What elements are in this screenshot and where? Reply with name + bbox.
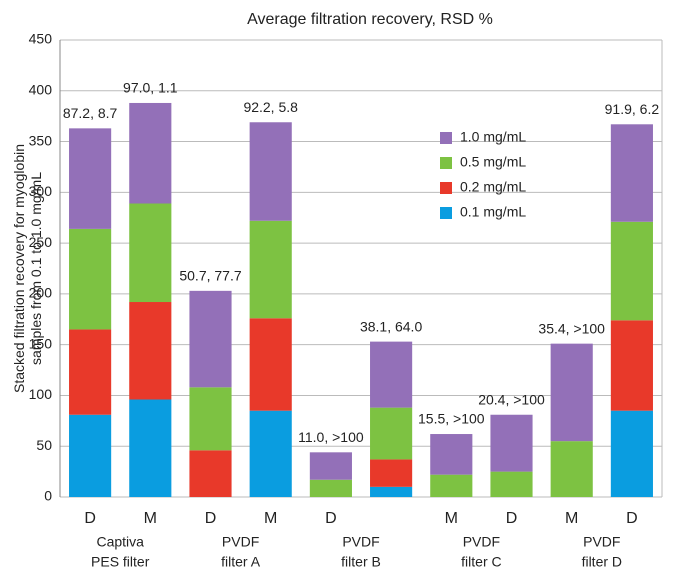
legend-label: 0.2 mg/mL — [460, 179, 526, 195]
bar-annotation: 38.1, 64.0 — [360, 318, 422, 334]
legend-swatch — [440, 207, 452, 219]
x-tick-label: D — [626, 510, 638, 527]
bar-segment — [309, 452, 352, 480]
bar-segment — [610, 124, 653, 222]
bar-segment — [309, 479, 352, 497]
group-label: PVDF — [463, 534, 500, 550]
group-label: filter D — [582, 554, 622, 570]
bar-segment — [129, 102, 172, 204]
bar-segment — [370, 486, 413, 497]
bar-segment — [129, 302, 172, 400]
bar-annotation: 50.7, 77.7 — [179, 268, 241, 284]
y-tick-label: 150 — [29, 335, 53, 351]
bar-segment — [370, 341, 413, 408]
legend-label: 0.1 mg/mL — [460, 204, 526, 220]
bar-segment — [430, 434, 473, 475]
bar-segment — [610, 221, 653, 321]
bar-segment — [249, 122, 292, 221]
x-tick-label: M — [264, 510, 277, 527]
group-label: PES filter — [91, 554, 150, 570]
group-label: Captiva — [96, 534, 144, 550]
x-tick-label: M — [445, 510, 458, 527]
y-tick-label: 450 — [29, 31, 53, 47]
y-tick-label: 200 — [29, 285, 53, 301]
legend-swatch — [440, 182, 452, 194]
bar-segment — [610, 320, 653, 411]
bar-segment — [249, 410, 292, 497]
x-tick-label: D — [205, 510, 217, 527]
x-tick-label: D — [84, 510, 96, 527]
bar-segment — [69, 329, 112, 415]
y-tick-label: 300 — [29, 183, 53, 199]
group-label: filter B — [341, 554, 381, 570]
bar-segment — [370, 459, 413, 487]
bar-segment — [69, 228, 112, 330]
bar-segment — [490, 471, 533, 497]
bar-segment — [189, 450, 232, 497]
bar-annotation: 35.4, >100 — [538, 320, 605, 336]
bar-annotation: 91.9, 6.2 — [605, 101, 660, 117]
legend-label: 0.5 mg/mL — [460, 154, 526, 170]
bar-annotation: 20.4, >100 — [478, 391, 545, 407]
y-axis-label-line: samples from 0.1 to 1.0 mg/mL — [28, 172, 44, 365]
group-label: PVDF — [222, 534, 259, 550]
bar-segment — [490, 414, 533, 472]
y-tick-label: 100 — [29, 386, 53, 402]
bar-annotation: 92.2, 5.8 — [243, 99, 298, 115]
bar-annotation: 97.0, 1.1 — [123, 80, 178, 96]
bar-segment — [249, 220, 292, 319]
group-label: PVDF — [342, 534, 379, 550]
bar-segment — [189, 387, 232, 451]
bar-annotation: 15.5, >100 — [418, 411, 485, 427]
bar-segment — [610, 410, 653, 497]
y-tick-label: 350 — [29, 132, 53, 148]
y-tick-label: 0 — [44, 488, 52, 504]
y-axis-label: Stacked filtration recovery for myoglobi… — [11, 144, 44, 393]
bar-segment — [189, 290, 232, 388]
group-label: PVDF — [583, 534, 620, 550]
bar-annotation: 11.0, >100 — [298, 429, 364, 445]
group-label: filter C — [461, 554, 501, 570]
bar-segment — [550, 343, 593, 442]
y-axis-label-line: Stacked filtration recovery for myoglobi… — [11, 144, 27, 393]
x-tick-label: M — [565, 510, 578, 527]
bar-segment — [550, 441, 593, 497]
chart-title: Average filtration recovery, RSD % — [247, 11, 493, 28]
x-tick-label: M — [144, 510, 157, 527]
x-tick-label: D — [325, 510, 337, 527]
y-tick-label: 50 — [36, 437, 52, 453]
y-tick-label: 250 — [29, 234, 53, 250]
bar-segment — [129, 399, 172, 497]
x-tick-label: D — [506, 510, 518, 527]
bar-segment — [129, 203, 172, 303]
group-label: filter A — [221, 554, 261, 570]
legend-label: 1.0 mg/mL — [460, 129, 526, 145]
bar-annotation: 87.2, 8.7 — [63, 105, 118, 121]
bar-segment — [370, 407, 413, 460]
legend-swatch — [440, 132, 452, 144]
bar-segment — [69, 128, 112, 229]
bar-segment — [69, 414, 112, 497]
y-tick-label: 400 — [29, 81, 53, 97]
bar-segment — [430, 474, 473, 497]
legend-swatch — [440, 157, 452, 169]
bar-segment — [249, 318, 292, 411]
